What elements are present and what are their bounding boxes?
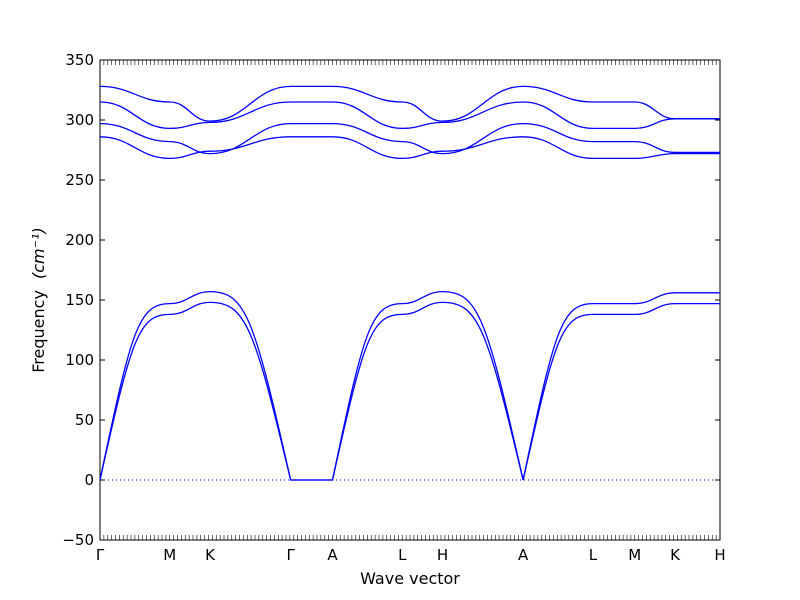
tick-group: −50 0 50 100 150 200 250 300 350 Γ M K Γ A L H A L M K H — [62, 51, 725, 564]
x-tick-label: L — [589, 546, 598, 564]
y-axis-label: Frequency (cm⁻¹) — [29, 227, 48, 372]
y-tick-label: 150 — [65, 291, 94, 309]
x-tick-label: A — [518, 546, 529, 564]
y-tick-label: 200 — [65, 231, 94, 249]
band-line-2 — [99, 290, 720, 481]
x-tick-label: H — [714, 546, 725, 564]
x-tick-label: K — [670, 546, 681, 564]
x-tick-label: A — [327, 546, 338, 564]
band-line-4 — [99, 122, 720, 155]
x-axis-label: Wave vector — [360, 569, 460, 588]
y-tick-label: 0 — [84, 471, 94, 489]
y-tick-label: −50 — [62, 531, 94, 549]
x-tick-label: K — [205, 546, 216, 564]
x-tick-label: L — [398, 546, 407, 564]
y-tick-label: 300 — [65, 111, 94, 129]
plot-area — [99, 59, 721, 541]
band-line-3 — [99, 136, 720, 160]
series-group — [99, 85, 720, 481]
x-tick-label: Γ — [286, 546, 295, 564]
y-tick-label: 250 — [65, 171, 94, 189]
x-tick-label: M — [163, 546, 176, 564]
band-line-1 — [99, 301, 720, 481]
y-axis-label-text: Frequency — [29, 290, 48, 373]
band-line-6 — [99, 85, 720, 122]
x-tick-label: H — [437, 546, 448, 564]
y-tick-label: 350 — [65, 51, 94, 69]
y-tick-label: 50 — [75, 411, 94, 429]
y-tick-label: 100 — [65, 351, 94, 369]
x-tick-label: M — [628, 546, 641, 564]
band-line-5 — [99, 101, 720, 130]
x-tick-label: Γ — [96, 546, 105, 564]
y-axis-label-unit: (cm⁻¹) — [29, 227, 48, 279]
